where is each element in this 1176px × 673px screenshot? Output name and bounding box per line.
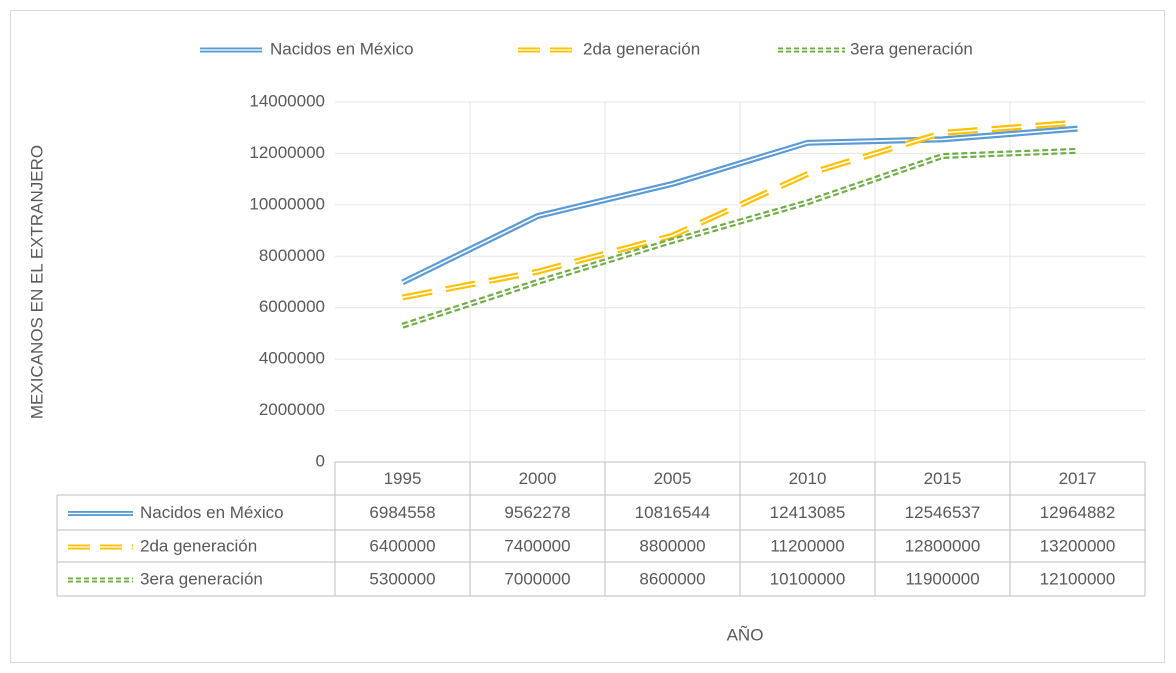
table-cell: 11900000 bbox=[905, 569, 979, 588]
y-tick-label: 6000000 bbox=[259, 297, 325, 316]
table-cell: 12964882 bbox=[1040, 503, 1116, 522]
x-tick-label: 1995 bbox=[384, 469, 422, 488]
table-cell: 11200000 bbox=[770, 536, 844, 555]
table-cell: 9562278 bbox=[504, 503, 570, 522]
series-line-inner bbox=[402, 127, 1078, 284]
y-tick-label: 10000000 bbox=[249, 194, 325, 213]
table-cell: 7000000 bbox=[504, 569, 570, 588]
x-tick-label: 2015 bbox=[924, 469, 962, 488]
y-tick-label: 8000000 bbox=[259, 246, 325, 265]
y-tick-label: 4000000 bbox=[259, 349, 325, 368]
table-cell: 12800000 bbox=[905, 536, 981, 555]
table-cell: 8800000 bbox=[639, 536, 705, 555]
table-cell: 6400000 bbox=[369, 536, 435, 555]
table-cell: 10816544 bbox=[635, 503, 711, 522]
y-tick-label: 0 bbox=[316, 451, 325, 470]
x-tick-label: 2017 bbox=[1059, 469, 1097, 488]
y-axis-title: MEXICANOS EN EL EXTRANJERO bbox=[27, 145, 46, 419]
table-row-label: Nacidos en México bbox=[140, 503, 284, 522]
chart-border bbox=[10, 10, 1165, 663]
table-cell: 12100000 bbox=[1040, 569, 1116, 588]
legend-label: 2da generación bbox=[583, 39, 700, 58]
series-line-inner bbox=[402, 121, 1078, 299]
legend-label: Nacidos en México bbox=[270, 39, 414, 58]
table-cell: 7400000 bbox=[504, 536, 570, 555]
table-cell: 13200000 bbox=[1040, 536, 1116, 555]
x-tick-label: 2010 bbox=[789, 469, 827, 488]
table-cell: 12546537 bbox=[905, 503, 981, 522]
table-row-label: 2da generación bbox=[140, 536, 257, 555]
table-cell: 6984558 bbox=[369, 503, 435, 522]
legend-label: 3era generación bbox=[850, 39, 973, 58]
x-tick-label: 2000 bbox=[519, 469, 557, 488]
table-cell: 8600000 bbox=[639, 569, 705, 588]
series-line-inner bbox=[402, 150, 1078, 327]
y-tick-label: 2000000 bbox=[259, 400, 325, 419]
x-tick-label: 2005 bbox=[654, 469, 692, 488]
x-axis-title: AÑO bbox=[727, 625, 764, 644]
table-cell: 10100000 bbox=[770, 569, 846, 588]
table-row-label: 3era generación bbox=[140, 569, 263, 588]
y-tick-label: 14000000 bbox=[249, 91, 325, 110]
table-cell: 5300000 bbox=[369, 569, 435, 588]
y-tick-label: 12000000 bbox=[249, 143, 325, 162]
table-cell: 12413085 bbox=[770, 503, 846, 522]
